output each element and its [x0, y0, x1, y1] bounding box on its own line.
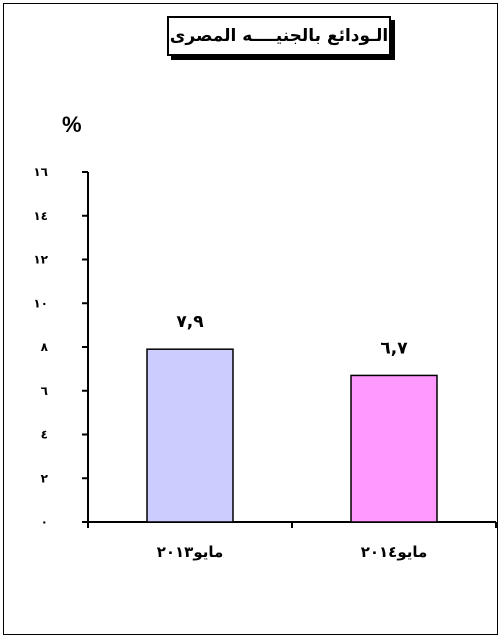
- y-tick-label: ٦: [41, 384, 48, 398]
- bar-2: [350, 374, 438, 523]
- y-tick-label: ٤: [41, 428, 48, 442]
- y-tick-label: ١٦: [33, 165, 48, 179]
- y-tick-label: ١٤: [33, 209, 48, 223]
- data-labels-group: ٧,٩ ٦,٧: [176, 312, 408, 358]
- data-label-1: ٧,٩: [176, 312, 204, 332]
- bar-1: [146, 348, 234, 523]
- category-label-1: مايو٢٠١٣: [157, 543, 224, 561]
- y-axis-ticks: ٠ ٢ ٤ ٦ ٨ ١٠ ١٢ ١٤ ١٦: [33, 165, 88, 529]
- chart-title: الـودائع بالجنيــــه المصرى: [167, 16, 391, 56]
- y-tick-label: ٢: [41, 471, 49, 485]
- y-tick-label: ١٠: [33, 296, 48, 310]
- category-labels-group: مايو٢٠١٣ مايو٢٠١٤: [157, 543, 428, 561]
- bars-group: [146, 348, 438, 523]
- y-tick-label: ٠: [41, 515, 48, 529]
- y-tick-label: ٨: [41, 340, 49, 354]
- y-axis-unit-label: %: [62, 112, 82, 137]
- chart-frame: [3, 3, 498, 635]
- y-tick-label: ١٢: [33, 253, 48, 267]
- category-label-2: مايو٢٠١٤: [361, 543, 428, 561]
- data-label-2: ٦,٧: [380, 338, 408, 358]
- x-axis-ticks: [87, 522, 497, 528]
- chart-title-text: الـودائع بالجنيــــه المصرى: [169, 26, 389, 46]
